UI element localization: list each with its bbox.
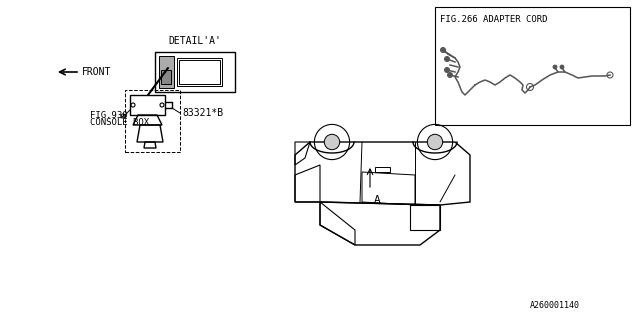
Circle shape: [447, 73, 452, 77]
Bar: [435, 7, 630, 125]
Circle shape: [553, 65, 557, 69]
Circle shape: [440, 47, 445, 52]
Text: A: A: [374, 195, 381, 205]
Bar: [125, 90, 180, 152]
Bar: [179, 60, 220, 84]
Bar: [177, 58, 222, 86]
Text: A260001140: A260001140: [530, 301, 580, 310]
Circle shape: [324, 134, 340, 150]
Bar: [159, 56, 174, 88]
Text: FIG.930: FIG.930: [90, 111, 127, 120]
Text: FIG.266 ADAPTER CORD: FIG.266 ADAPTER CORD: [440, 15, 547, 24]
Bar: [161, 70, 171, 84]
Text: CONSOLE BOX: CONSOLE BOX: [90, 118, 149, 127]
Circle shape: [560, 65, 564, 69]
Circle shape: [428, 134, 443, 150]
Text: DETAIL'A': DETAIL'A': [168, 36, 221, 46]
Bar: [155, 52, 235, 92]
Circle shape: [445, 57, 449, 61]
Circle shape: [445, 68, 449, 73]
Text: FRONT: FRONT: [82, 67, 111, 77]
Bar: [375, 167, 390, 172]
Text: 83321*B: 83321*B: [182, 108, 223, 118]
